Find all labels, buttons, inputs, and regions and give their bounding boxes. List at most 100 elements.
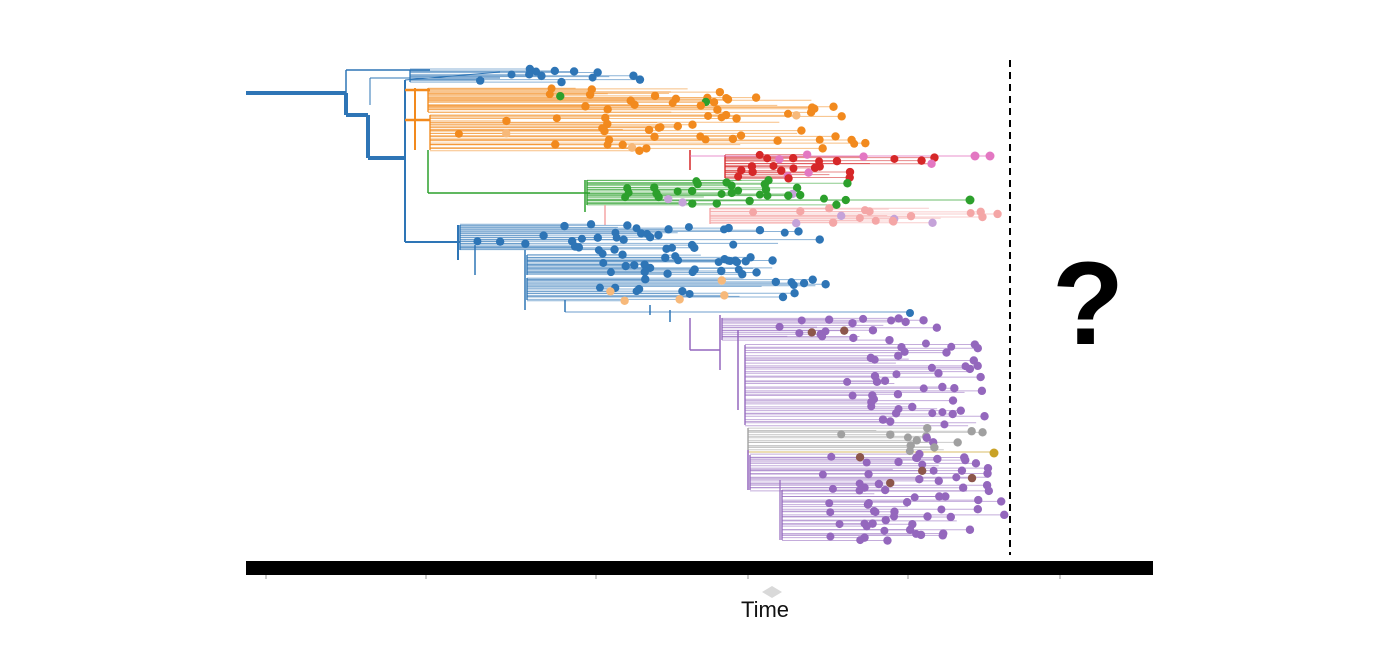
tree-tip <box>709 97 719 107</box>
tree-tip <box>818 470 827 479</box>
tree-tip <box>883 536 892 545</box>
tree-tip <box>738 270 747 279</box>
tree-tip <box>828 218 838 227</box>
tree-tip <box>797 316 806 325</box>
tree-tip <box>855 214 864 223</box>
tree-tip <box>855 453 865 462</box>
tree-tip <box>727 181 736 190</box>
tree-tip <box>792 111 801 120</box>
tree-tip <box>938 531 947 540</box>
tree-tip <box>835 520 844 529</box>
tree-tip <box>984 486 994 496</box>
tree-tip <box>618 250 627 259</box>
tree-tip <box>729 240 738 249</box>
tree-tip <box>880 485 890 495</box>
tree-tip <box>674 256 683 265</box>
tree-tip <box>923 423 932 433</box>
tree-tip <box>971 459 981 468</box>
tree-tip <box>717 276 726 285</box>
tree-tip <box>539 231 548 240</box>
tree-tip <box>802 150 812 159</box>
tree-tip <box>848 391 857 400</box>
tree-tip <box>938 382 947 392</box>
tree-tip <box>748 167 757 177</box>
tree-tip <box>778 292 788 302</box>
tree-tip <box>903 433 912 442</box>
tree-tip <box>832 156 842 166</box>
tree-tip <box>930 443 939 452</box>
tree-tip <box>940 420 949 429</box>
tree-tip <box>560 221 569 231</box>
tree-tip <box>958 483 968 492</box>
tree-tip <box>745 196 754 206</box>
tree-tip <box>878 415 888 424</box>
tree-tip <box>868 326 878 335</box>
tree-tip <box>886 430 895 439</box>
tree-tip <box>603 105 612 114</box>
tree-tip <box>826 532 835 541</box>
tree-tip <box>600 126 609 136</box>
tree-tip <box>915 475 924 484</box>
tree-tip <box>889 217 898 226</box>
tree-tip <box>654 230 663 240</box>
tree-tip <box>727 188 736 198</box>
tree-tip <box>606 287 615 296</box>
tree-tip <box>957 466 967 475</box>
tree-tip <box>581 102 590 111</box>
tree-tip <box>902 498 912 507</box>
tree-tip <box>843 377 852 386</box>
tree-tip <box>795 329 804 338</box>
tree-tip <box>892 370 901 379</box>
tree-tip <box>885 335 894 345</box>
tree-tip <box>688 199 697 208</box>
tree-tip <box>593 68 602 77</box>
tree-tip <box>688 268 697 277</box>
tree-tip <box>870 355 879 364</box>
tree-tip <box>864 469 873 479</box>
tree-tip <box>917 466 927 476</box>
tree-tip <box>788 154 798 163</box>
tree-tip <box>912 529 921 538</box>
tree-tip <box>894 351 903 360</box>
tree-tip <box>910 493 919 502</box>
tree-tip <box>678 198 687 207</box>
tree-tip <box>537 71 546 81</box>
tree-tip <box>550 66 560 76</box>
tree-tip <box>769 162 778 171</box>
tree-tip <box>948 409 957 419</box>
tree-tip <box>736 131 746 140</box>
tree-tip <box>741 257 750 266</box>
tree-tip <box>640 267 649 277</box>
tree-tip <box>890 154 899 163</box>
tree-tip <box>588 73 597 82</box>
tree-tip <box>942 348 951 357</box>
tree-tip <box>728 134 738 144</box>
tree-tip <box>630 261 639 270</box>
tree-tip <box>724 256 733 265</box>
tree-tip <box>825 499 834 508</box>
tree-tip <box>780 228 789 237</box>
tree-tip <box>832 200 841 210</box>
tree-tip <box>717 266 726 276</box>
tree-tip <box>880 376 890 386</box>
tree-tip <box>688 120 697 129</box>
tree-tip <box>935 492 944 501</box>
tree-tip <box>641 275 650 284</box>
tree-tip <box>701 135 710 144</box>
tree-tip <box>799 278 809 288</box>
tree-tip <box>887 316 896 325</box>
tree-tip <box>970 151 980 161</box>
tree-tip <box>569 67 579 76</box>
tree-tip <box>797 126 806 135</box>
tree-tip <box>642 144 651 153</box>
tree-tip <box>476 76 485 85</box>
tree-tip <box>644 125 654 135</box>
tree-tip <box>906 211 916 221</box>
tree-tip <box>654 123 664 132</box>
time-axis-ticks <box>265 575 1061 579</box>
tree-tip <box>789 281 798 290</box>
tree-tip <box>815 135 824 144</box>
tree-tip <box>933 454 942 464</box>
tree-tip <box>713 105 722 114</box>
tree-tip <box>661 253 670 262</box>
